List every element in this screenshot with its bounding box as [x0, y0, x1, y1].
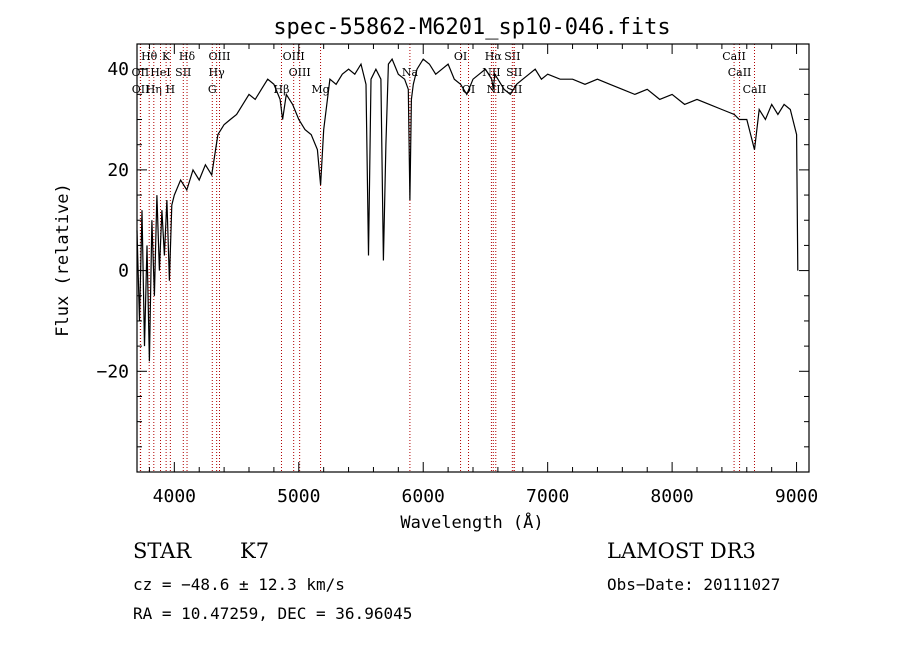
obs-date: Obs−Date: 20111027 [607, 575, 780, 594]
x-tick-label: 9000 [775, 486, 818, 507]
line-marker-label: OIII [289, 66, 311, 79]
y-tick-label: 20 [107, 160, 129, 181]
object-class: STAR [133, 539, 192, 563]
line-marker-label: HeI [150, 66, 170, 79]
line-marker-label: H [166, 83, 176, 96]
x-tick-label: 5000 [277, 486, 320, 507]
x-tick-label: 6000 [402, 486, 445, 507]
line-marker-label: OIII [283, 50, 305, 63]
line-marker-label: Hγ [209, 66, 226, 79]
line-marker-label: CaII [743, 83, 767, 96]
chart-title: spec-55862-M6201_sp10-046.fits [273, 15, 670, 40]
y-axis: −20 0 20 40 [96, 43, 809, 448]
ra-dec: RA = 10.47259, DEC = 36.96045 [133, 604, 412, 623]
line-marker-label: OI [454, 50, 467, 63]
line-marker-label: Na [402, 66, 419, 79]
x-axis: 4000 5000 6000 7000 8000 9000 [148, 44, 818, 507]
line-marker-label: Hθ [141, 50, 158, 63]
redshift-cz: cz = −48.6 ± 12.3 km/s [133, 575, 345, 594]
line-marker-label: OIII [208, 50, 230, 63]
object-subclass: K7 [240, 539, 269, 563]
y-tick-label: 0 [118, 261, 129, 282]
x-tick-label: 4000 [153, 486, 196, 507]
y-tick-label: 40 [107, 59, 129, 80]
spectrum-series-line [136, 57, 799, 362]
line-marker-label: CaII [722, 50, 746, 63]
line-marker-label: SII [504, 50, 520, 63]
line-marker-label: NII [482, 66, 500, 79]
line-marker-label: G [208, 83, 217, 96]
x-axis-label: Wavelength (Å) [400, 511, 543, 533]
line-marker-label: Mg [311, 83, 329, 96]
line-marker-label: NII [487, 83, 505, 96]
plot-frame [136, 43, 810, 473]
line-marker-label: SII [506, 83, 522, 96]
line-marker-label: Hη [146, 83, 162, 96]
y-axis-label: Flux (relative) [53, 183, 73, 337]
line-marker-label: Hα [485, 50, 503, 63]
line-marker-label: SII [506, 66, 522, 79]
line-marker-label: OII [132, 83, 150, 96]
y-tick-label: −20 [96, 361, 129, 382]
line-marker-label: CaII [728, 66, 752, 79]
line-marker-label: K [162, 50, 171, 63]
x-tick-label: 7000 [526, 486, 569, 507]
survey-name: LAMOST DR3 [607, 539, 756, 563]
x-tick-label: 8000 [650, 486, 693, 507]
line-marker-label: Hδ [179, 50, 196, 63]
line-marker-label: SII [175, 66, 191, 79]
